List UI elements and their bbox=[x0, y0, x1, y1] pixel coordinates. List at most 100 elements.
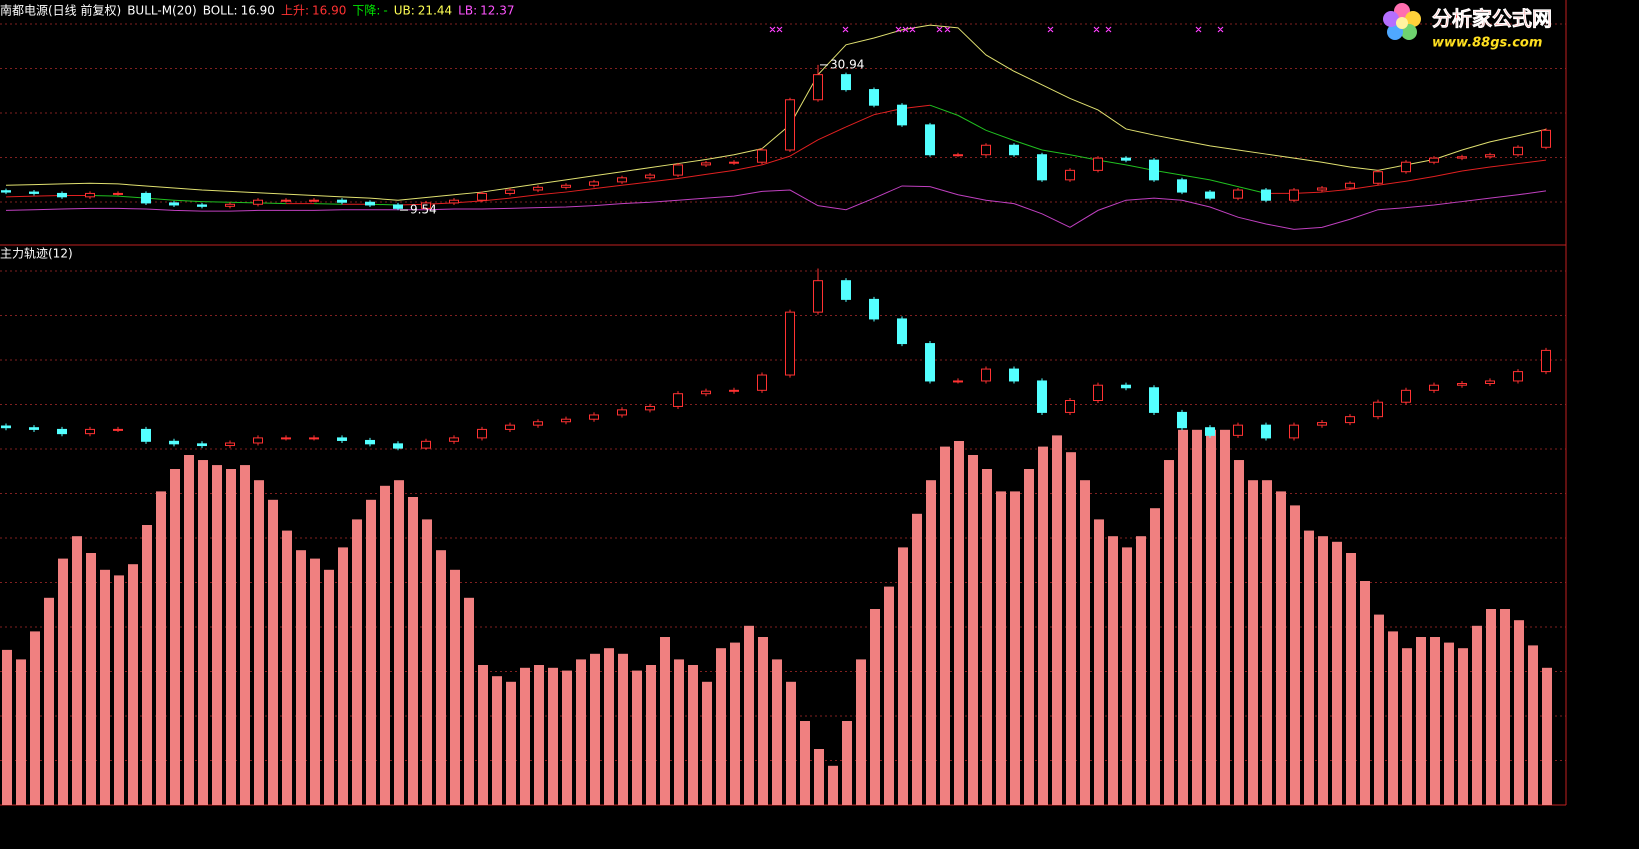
candle-body bbox=[169, 202, 179, 206]
bar bbox=[1304, 530, 1314, 805]
logo-flower bbox=[1383, 3, 1421, 40]
candle-body bbox=[1177, 411, 1187, 429]
candle-body bbox=[1401, 389, 1411, 403]
bar bbox=[366, 499, 376, 805]
candle-body bbox=[953, 380, 963, 383]
candle-body bbox=[1485, 380, 1495, 385]
bar bbox=[744, 625, 754, 805]
candle-body bbox=[925, 124, 935, 156]
legend-label: 上升: bbox=[281, 4, 309, 18]
candle-body bbox=[1429, 384, 1439, 391]
middle-band bbox=[1321, 188, 1351, 193]
middle-band bbox=[985, 129, 1015, 141]
candle-body bbox=[1289, 189, 1299, 201]
bar bbox=[310, 558, 320, 805]
candle-body bbox=[701, 162, 711, 166]
bar bbox=[1248, 480, 1258, 805]
bar bbox=[548, 667, 558, 805]
candle-body bbox=[589, 181, 599, 186]
candle-body bbox=[169, 440, 179, 445]
bar bbox=[758, 637, 768, 805]
candle-body bbox=[1345, 182, 1355, 189]
legend-value: 16.90 bbox=[312, 4, 346, 18]
logo: 分析家公式网 www.88gs.com bbox=[1383, 3, 1552, 51]
candle-body bbox=[1345, 416, 1355, 424]
candle-body bbox=[869, 89, 879, 106]
candle-body bbox=[1009, 144, 1019, 156]
candle-body bbox=[225, 442, 235, 447]
candle-body bbox=[589, 414, 599, 420]
candle-body bbox=[337, 437, 347, 441]
bar bbox=[1290, 505, 1300, 805]
candle-body bbox=[561, 418, 571, 423]
candle-body bbox=[337, 199, 347, 203]
middle-band bbox=[1461, 166, 1491, 172]
middle-band bbox=[1209, 179, 1239, 188]
candle-body bbox=[365, 439, 375, 445]
bar bbox=[1346, 553, 1356, 805]
candle-body bbox=[1373, 401, 1383, 418]
candle-body bbox=[785, 311, 795, 376]
bar bbox=[1472, 625, 1482, 805]
bar bbox=[2, 649, 12, 805]
panel-title: 主力轨迹(12) bbox=[0, 247, 73, 261]
bar bbox=[618, 653, 628, 805]
cross-marks bbox=[769, 26, 1224, 33]
bar bbox=[394, 480, 404, 805]
bar bbox=[898, 547, 908, 805]
candle-body bbox=[449, 437, 459, 442]
bar bbox=[1010, 491, 1020, 805]
candle-body bbox=[1009, 368, 1019, 382]
bar bbox=[44, 597, 54, 805]
bar bbox=[1220, 429, 1230, 805]
candle-body bbox=[477, 428, 487, 439]
middle-band bbox=[733, 164, 763, 171]
high-annotation: 30.94 bbox=[830, 57, 864, 71]
stock-title: 南都电源(日线 前复权) bbox=[0, 3, 121, 18]
bar bbox=[912, 513, 922, 805]
bar bbox=[1108, 536, 1118, 805]
candle-body bbox=[365, 201, 375, 206]
bar bbox=[842, 721, 852, 805]
bar bbox=[268, 499, 278, 805]
bar bbox=[1136, 536, 1146, 805]
middle-band bbox=[1013, 140, 1043, 151]
bar bbox=[1416, 637, 1426, 805]
candle-body bbox=[925, 343, 935, 382]
bar bbox=[324, 569, 334, 805]
candle-body bbox=[1485, 154, 1495, 158]
candle-body bbox=[57, 428, 67, 435]
bar bbox=[1178, 429, 1188, 805]
bar bbox=[604, 648, 614, 805]
candle-body bbox=[673, 164, 683, 176]
candle-body bbox=[1513, 371, 1523, 382]
middle-band bbox=[621, 181, 651, 186]
bar bbox=[1192, 429, 1202, 805]
bar bbox=[954, 441, 964, 805]
candle-body bbox=[1177, 179, 1187, 193]
candle-body bbox=[477, 192, 487, 201]
bar bbox=[422, 519, 432, 805]
candle-body bbox=[29, 427, 39, 430]
bar bbox=[1052, 435, 1062, 805]
candle-body bbox=[1121, 157, 1131, 161]
candle-body bbox=[1205, 191, 1215, 199]
candle-body bbox=[953, 154, 963, 157]
bar bbox=[1206, 429, 1216, 805]
candle-body bbox=[393, 204, 403, 209]
header: 南都电源(日线 前复权) BULL-M(20) BOLL: 16.90 上升: 16.… bbox=[0, 3, 514, 18]
bar bbox=[520, 667, 530, 805]
bar bbox=[772, 659, 782, 805]
middle-band bbox=[1181, 174, 1211, 181]
bar bbox=[1542, 667, 1552, 805]
candle-body bbox=[617, 177, 627, 183]
candle-body bbox=[1317, 187, 1327, 191]
middle-band bbox=[565, 188, 595, 193]
middle-band bbox=[1041, 149, 1071, 156]
middle-band bbox=[705, 169, 735, 175]
candle-body bbox=[1429, 157, 1439, 163]
bar bbox=[1528, 645, 1538, 805]
signal-crosses bbox=[769, 26, 1224, 33]
bar bbox=[828, 765, 838, 805]
